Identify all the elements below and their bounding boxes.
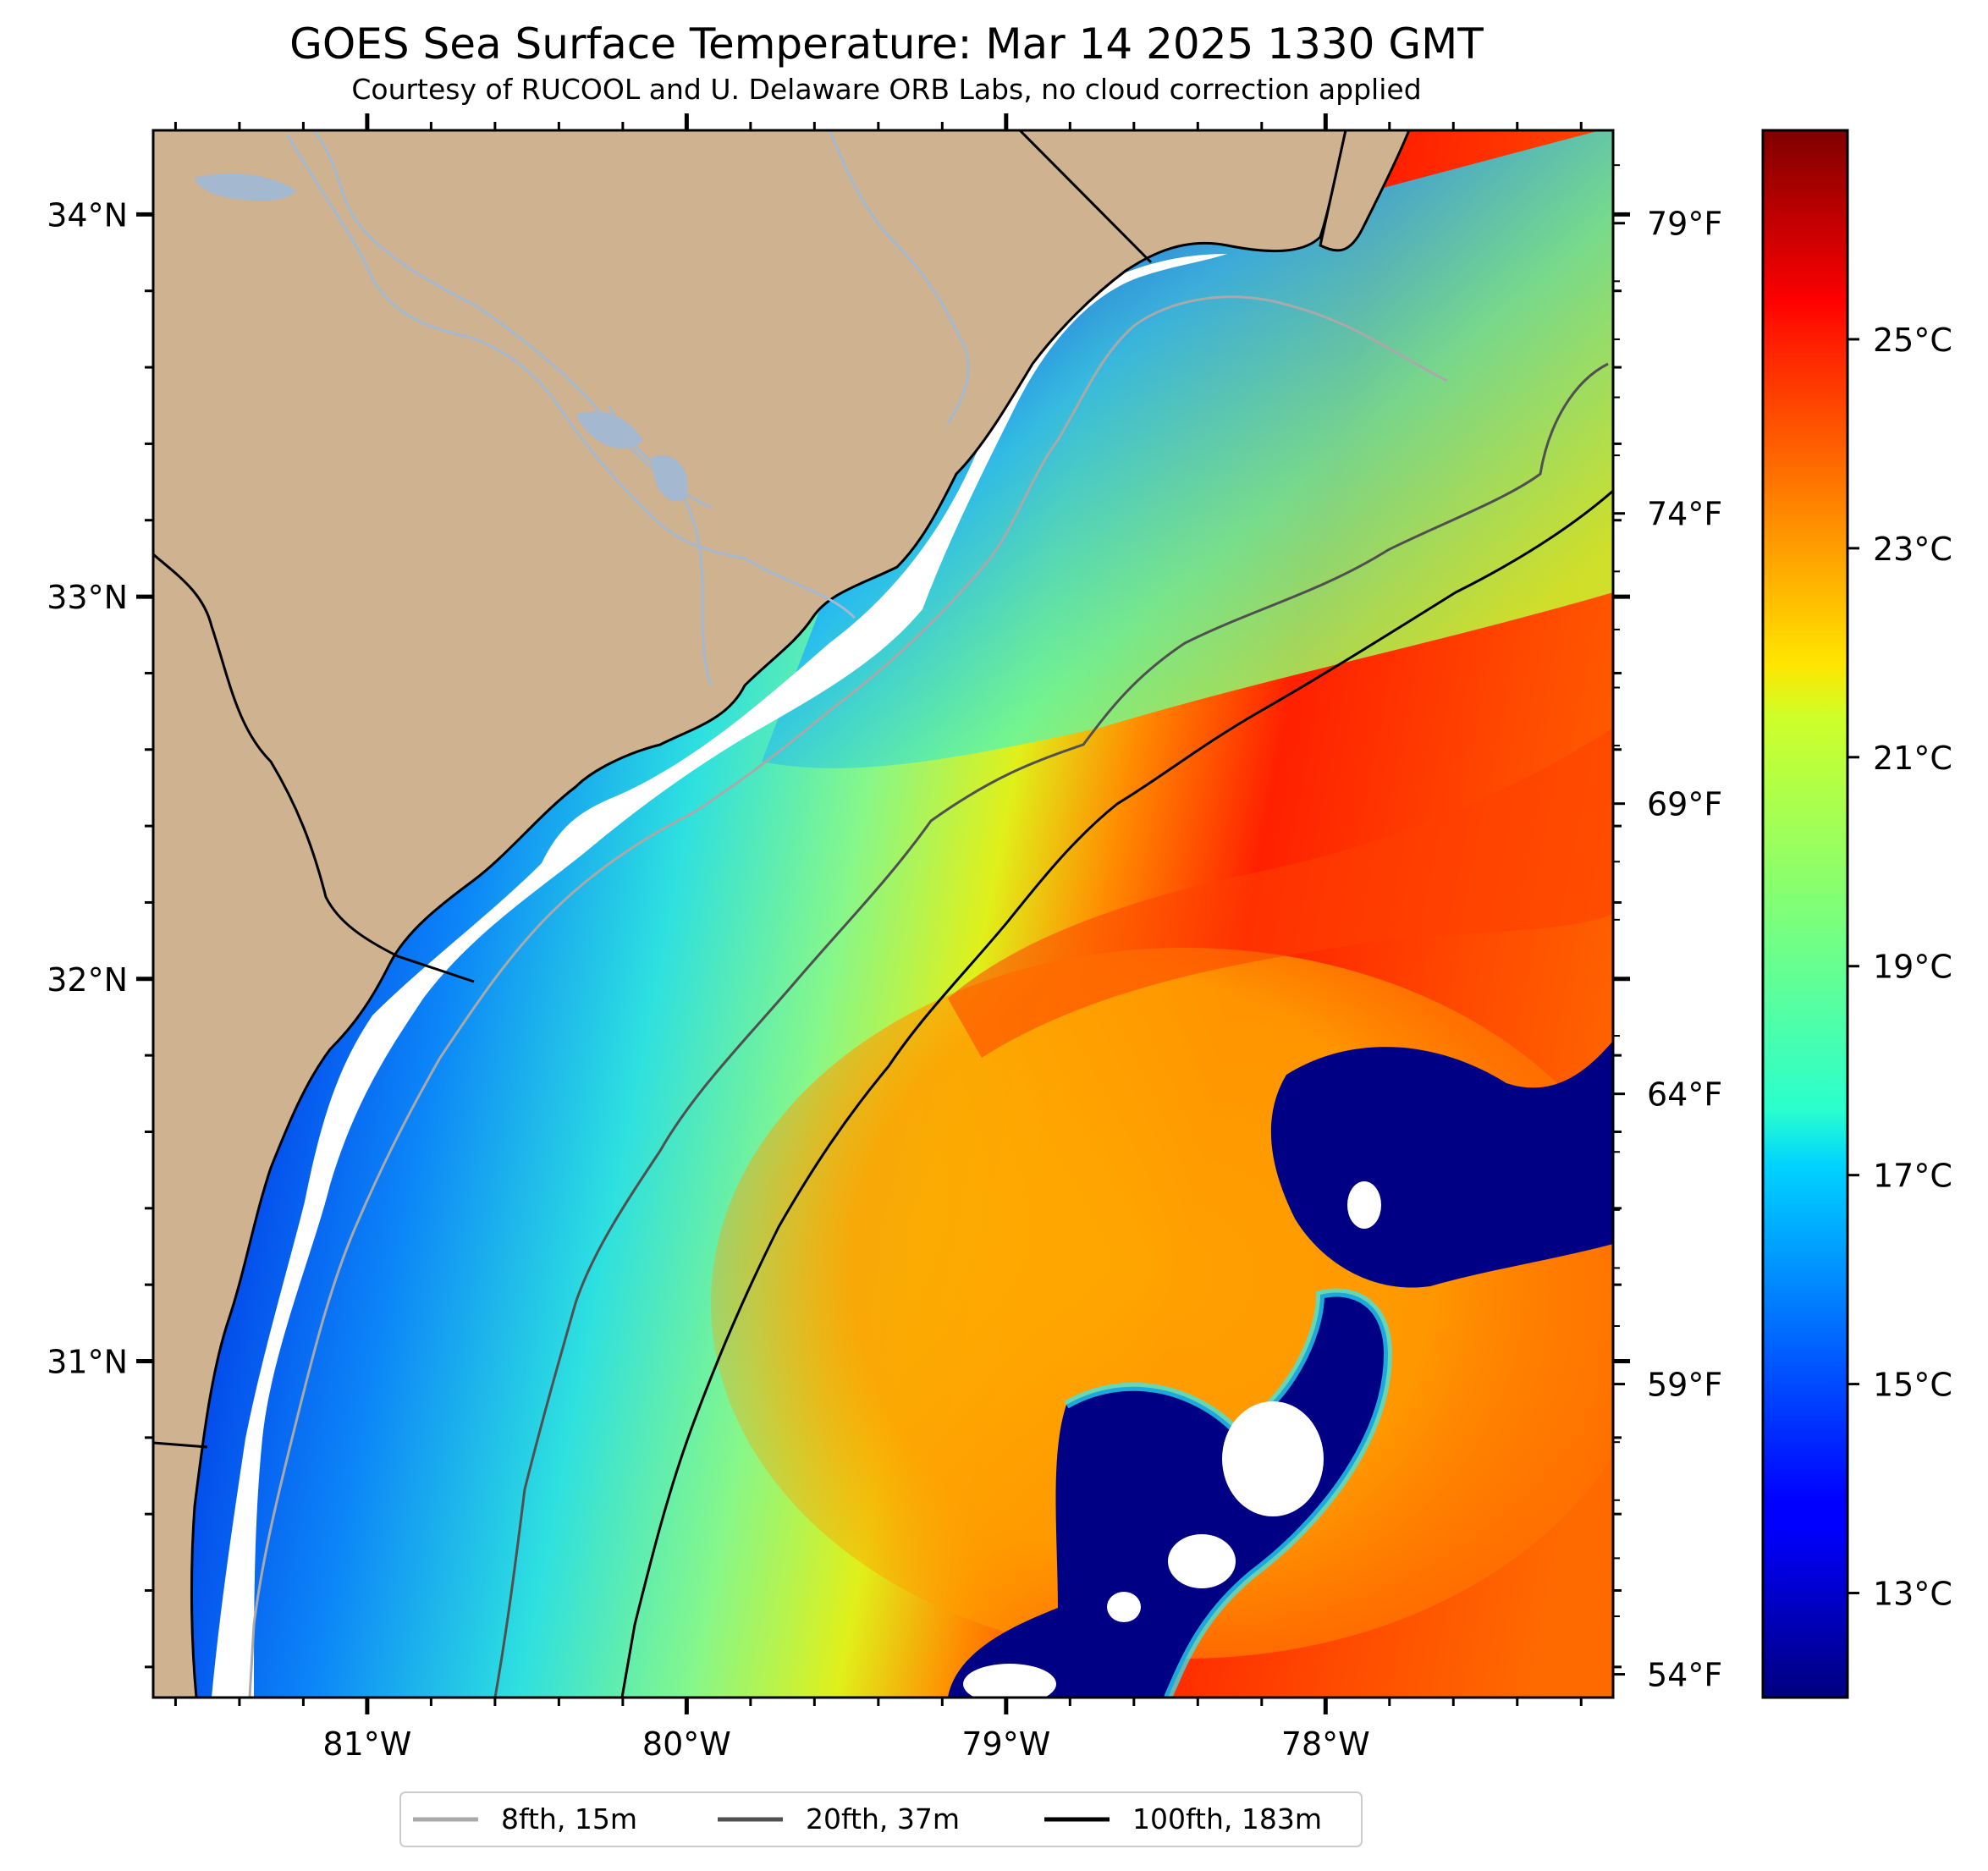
colorbar-tick-label: 25°C — [1873, 322, 1952, 359]
legend-label: 100fth, 183m — [1132, 1802, 1322, 1835]
fahrenheit-tick-label: 79°F — [1647, 206, 1722, 243]
fahrenheit-tick-label: 74°F — [1647, 496, 1722, 533]
map-frame — [151, 129, 1615, 1699]
fahrenheit-tick-label: 64°F — [1647, 1076, 1722, 1114]
colorbar-tick-label: 13°C — [1873, 1576, 1952, 1613]
lon-tick-label: 80°W — [642, 1725, 731, 1763]
lake — [195, 173, 296, 201]
lon-tick-label: 78°W — [1281, 1725, 1370, 1763]
colorbar — [1761, 129, 1849, 1699]
fahrenheit-tick-label: 69°F — [1647, 786, 1722, 823]
isobath-100fth — [620, 489, 1613, 1698]
lake — [575, 411, 643, 448]
sst-gulf-stream-edge — [948, 728, 1613, 1058]
no-data-patch — [963, 1664, 1056, 1698]
legend-box — [399, 1791, 1363, 1847]
colorbar-ticks: 25°C 23°C 21°C 19°C 17°C 15°C 13°C — [1848, 322, 1952, 1613]
state-border-nc-sc — [1018, 130, 1153, 264]
state-border-ga-fl — [153, 1441, 208, 1449]
lat-tick-label: 32°N — [47, 961, 128, 999]
map-title: GOES Sea Surface Temperature: Mar 14 202… — [289, 19, 1484, 69]
isobath-20fth — [493, 362, 1609, 1698]
sst-cold-ring-outline — [1064, 1288, 1393, 1698]
sst-cold-eddy-south — [948, 1292, 1388, 1698]
colorbar-tick-label: 23°C — [1873, 531, 1952, 568]
legend-label: 20fth, 37m — [806, 1802, 960, 1835]
no-data-patch — [1222, 1401, 1324, 1516]
land-northeast-spit — [1319, 130, 1411, 252]
no-data-patch — [1107, 1592, 1141, 1622]
map-subtitle: Courtesy of RUCOOL and U. Delaware ORB L… — [351, 73, 1422, 106]
river — [608, 405, 713, 686]
lake — [652, 455, 688, 502]
lon-tick-label: 79°W — [961, 1725, 1050, 1763]
state-border-sc-ga — [153, 553, 475, 983]
isobath-8fth — [248, 295, 1448, 1698]
river — [828, 130, 970, 424]
colorbar-tick-label: 15°C — [1873, 1367, 1952, 1404]
legend-item: 100fth, 183m — [1044, 1802, 1322, 1835]
river — [286, 135, 856, 619]
map-ticks: 81°W 80°W 79°W 78°W 34°N 33°N 32°N 31°N 79°F 74°F… — [47, 113, 1722, 1763]
colorbar-tick-label: 17°C — [1873, 1158, 1952, 1195]
fahrenheit-tick-label: 54°F — [1647, 1657, 1722, 1694]
no-data-patch — [1347, 1181, 1381, 1229]
lat-tick-label: 31°N — [47, 1343, 128, 1380]
lon-tick-label: 81°W — [322, 1725, 411, 1763]
fahrenheit-tick-label: 59°F — [1647, 1367, 1722, 1404]
sst-northern-shelf — [762, 130, 1613, 768]
colorbar-tick-label: 19°C — [1873, 949, 1952, 986]
lat-tick-label: 34°N — [47, 196, 128, 234]
legend-label: 8fth, 15m — [501, 1802, 637, 1835]
legend-item: 8fth, 15m — [413, 1802, 637, 1835]
lat-tick-label: 33°N — [47, 579, 128, 616]
no-data-patch — [1168, 1534, 1236, 1588]
river — [311, 130, 712, 509]
colorbar-tick-label: 21°C — [1873, 740, 1952, 777]
legend-item: 20fth, 37m — [718, 1802, 960, 1835]
land-mainland — [153, 130, 1347, 1698]
